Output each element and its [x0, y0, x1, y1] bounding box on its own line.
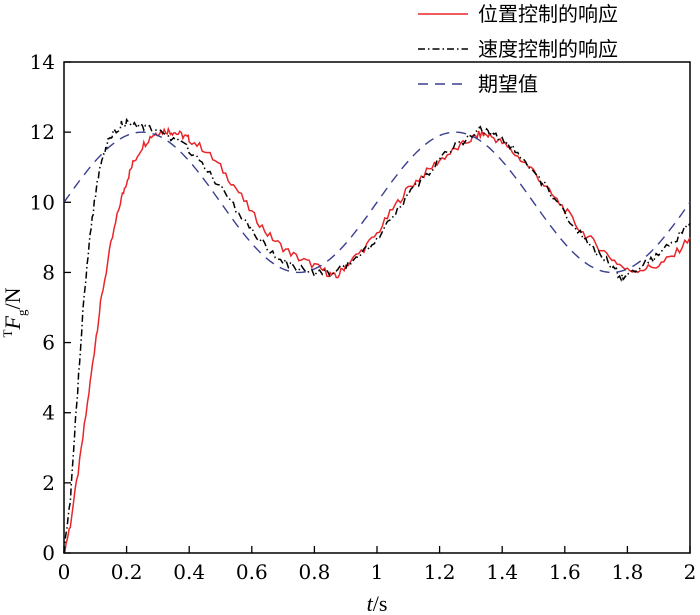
axis-titles: t/s TFg/N	[0, 287, 387, 615]
legend-label: 位置控制的响应	[478, 2, 618, 26]
y-tick-label: 10	[30, 190, 55, 214]
y-tick-label: 2	[42, 471, 55, 495]
x-tick-label: 1.8	[611, 560, 643, 584]
x-tick-label: 0.8	[298, 560, 330, 584]
y-tick-label: 0	[42, 541, 55, 565]
series-line-1	[63, 126, 691, 554]
series-line-3	[63, 131, 691, 274]
plot-area: 0 0.2 0.4 0.6 0.8 1 1.2 1.4 1.6 1.8 2 0 2 4 6 8 10 12 14	[30, 50, 697, 584]
legend-label: 期望值	[478, 72, 538, 96]
x-tick-label: 0.4	[173, 560, 205, 584]
y-axis-title-superscript: T	[0, 329, 15, 337]
series-layer	[63, 117, 691, 554]
y-axis-title-subscript: g	[14, 309, 29, 316]
x-tick-label: 0.2	[111, 560, 143, 584]
x-tick-label: 1.2	[424, 560, 456, 584]
x-axis-title: t/s	[367, 591, 388, 615]
y-axis-title-italic: F	[0, 316, 25, 331]
y-tick-label: 4	[42, 401, 55, 425]
x-tick-label: 2	[684, 560, 697, 584]
y-tick-label: 14	[30, 50, 55, 74]
x-axis-title-unit: /s	[373, 591, 388, 615]
y-tick-label: 12	[30, 120, 55, 144]
y-axis-title-unit: /N	[0, 287, 25, 309]
x-tick-label: 1.4	[486, 560, 518, 584]
x-tick-label: 0.6	[236, 560, 268, 584]
series-line-2	[63, 117, 691, 554]
y-tick-label: 6	[42, 331, 55, 355]
x-tick-label: 0	[58, 560, 71, 584]
x-tick-label: 1.6	[549, 560, 581, 584]
legend-label: 速度控制的响应	[478, 37, 618, 61]
tick-layer: 0 0.2 0.4 0.6 0.8 1 1.2 1.4 1.6 1.8 2 0 2 4 6 8 10 12 14	[30, 50, 697, 584]
y-axis-title: TFg/N	[0, 287, 29, 337]
x-axis-title-italic: t	[367, 591, 374, 615]
x-tick-label: 1	[371, 560, 384, 584]
y-tick-label: 8	[42, 260, 55, 284]
